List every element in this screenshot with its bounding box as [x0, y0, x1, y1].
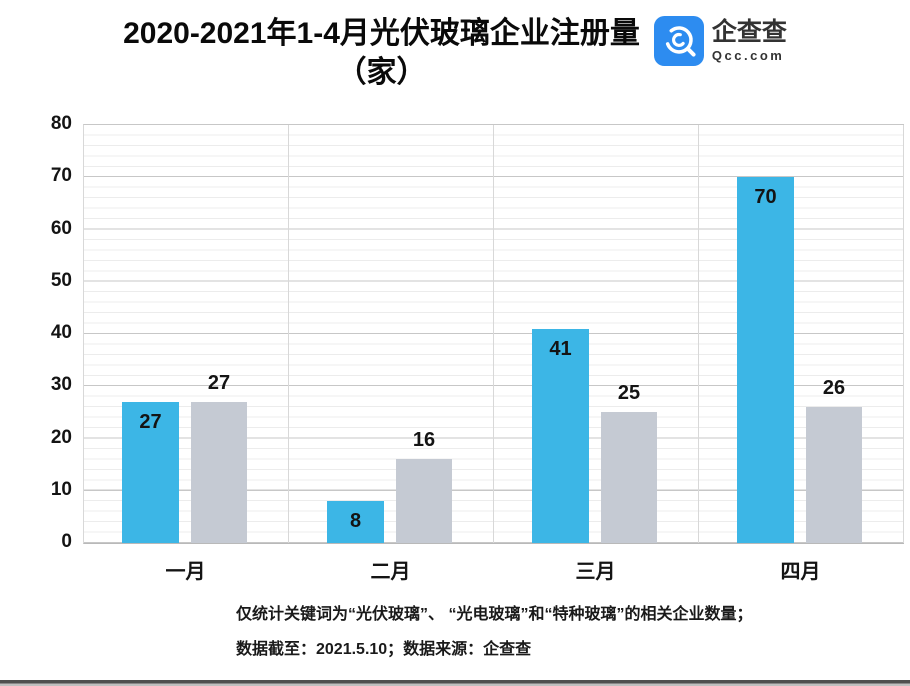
y-tick-label: 10 — [50, 478, 72, 500]
bar-value-label: 25 — [617, 382, 641, 404]
bar-value-label: 16 — [412, 429, 436, 451]
bar-gray-series — [191, 402, 247, 543]
qcc-magnifier-icon — [653, 16, 704, 66]
bar-value-label: 27 — [207, 372, 231, 394]
y-tick-label: 50 — [50, 269, 72, 291]
x-category-label: 二月 — [370, 561, 411, 583]
y-tick-label: 80 — [50, 113, 72, 134]
chart-header: 2020-2021年1-4月光伏玻璃企业注册量 （家） 企查查 Qcc.com — [0, 14, 910, 92]
qcc-domain: Qcc.com — [711, 48, 785, 64]
y-tick-label: 60 — [50, 217, 72, 239]
bar-group: 27 27 — [84, 125, 289, 543]
chart-title: 2020-2021年1-4月光伏玻璃企业注册量 — [123, 17, 640, 50]
bar-blue-series — [122, 402, 179, 543]
qcc-brand-name: 企查查 — [711, 17, 787, 46]
y-tick-label: 0 — [61, 531, 72, 552]
bar-group: 8 16 — [289, 125, 494, 543]
x-category-label: 四月 — [780, 561, 821, 583]
bar-group: 41 25 — [494, 125, 699, 543]
footnote-line-source: 数据截至：2021.5.10；数据来源：企查查 — [236, 641, 532, 658]
bar-gray-series — [601, 412, 657, 543]
bar-group: 70 26 — [699, 125, 904, 543]
y-tick-label: 40 — [50, 322, 72, 343]
bar-blue-series — [737, 177, 794, 543]
chart-title-unit: （家） — [336, 56, 427, 89]
y-tick-label: 70 — [50, 165, 72, 187]
bar-value-label: 70 — [754, 186, 777, 208]
chart-title-block: 2020-2021年1-4月光伏玻璃企业注册量 （家） — [123, 14, 640, 92]
bar-value-label: 41 — [549, 338, 572, 360]
bar-value-label: 8 — [349, 510, 362, 532]
y-tick-label: 30 — [50, 374, 72, 396]
plot-area: 27 27 8 16 41 25 70 26 — [83, 124, 904, 544]
bar-value-label: 27 — [139, 411, 162, 433]
x-category-label: 一月 — [165, 561, 206, 583]
bar-gray-series — [806, 407, 862, 543]
bottom-divider — [0, 680, 910, 686]
qcc-logo: 企查查 Qcc.com — [653, 16, 787, 66]
x-category-label: 三月 — [575, 561, 616, 583]
bar-gray-series — [396, 459, 452, 543]
bar-blue-series — [327, 501, 384, 543]
bar-value-label: 26 — [822, 377, 846, 399]
bar-blue-series — [532, 329, 589, 543]
y-tick-label: 20 — [50, 426, 72, 448]
footnote-line-keywords: 仅统计关键词为“光伏玻璃”、 “光电玻璃”和“特种玻璃”的相关企业数量； — [236, 606, 753, 623]
footnote: 仅统计关键词为“光伏玻璃”、 “光电玻璃”和“特种玻璃”的相关企业数量； 数据截… — [236, 604, 752, 674]
qcc-logo-text: 企查查 Qcc.com — [711, 17, 787, 64]
